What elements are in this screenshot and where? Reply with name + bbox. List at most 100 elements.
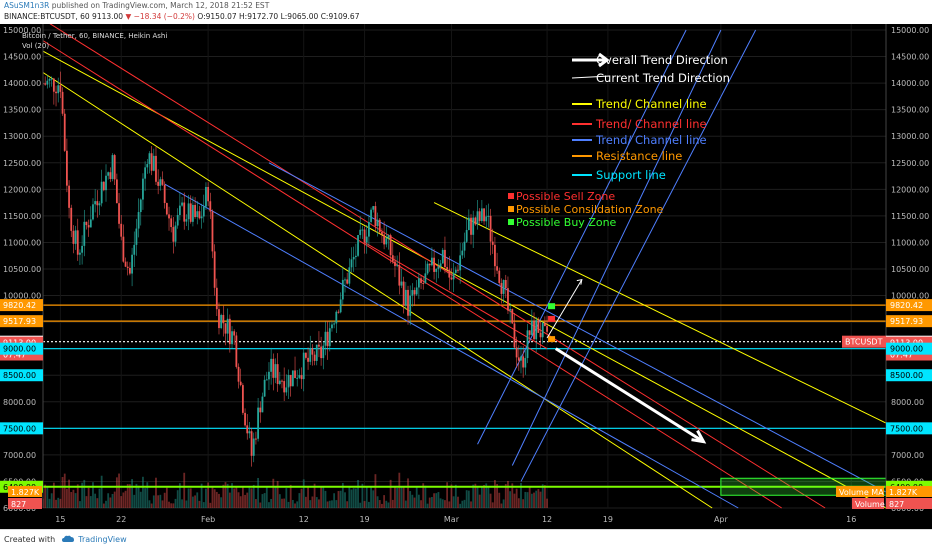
candle-body [72,230,75,244]
volume-bar [207,482,210,508]
volume-bar [135,483,138,508]
candle-body [480,208,483,221]
candle-body [387,235,390,239]
candle-body [324,331,327,346]
candle-body [517,357,520,361]
candle-body [163,184,166,204]
volume-bar [522,499,525,508]
volume-bar [431,497,433,508]
candle-body [435,268,438,272]
price-label-bg [886,342,932,355]
candle-body [335,311,338,324]
volume-bar [489,493,492,508]
candle-body [115,179,118,204]
volume-bar [372,490,375,508]
volume-bar [44,484,47,508]
candle-body [129,267,131,274]
price-candles [42,71,548,467]
volume-bar [129,484,131,508]
candle-body [407,289,409,316]
candle-body [113,155,116,180]
candle-body [176,215,179,226]
volume-bar [365,486,368,508]
candle-body [131,254,133,274]
legend-label: Trend/ Channel line [595,133,707,147]
volume-tag-bg [8,498,42,509]
candle-body [255,438,257,440]
candle-body [394,261,396,267]
candle-body [511,309,514,324]
tradingview-brand[interactable]: TradingView [78,535,127,544]
candle-body [155,155,157,182]
legend-arrow [571,75,611,79]
volume-bar [424,485,427,508]
volume-bar [480,487,483,508]
zone-label: Possible Buy Zone [516,216,617,229]
volume-bar [370,486,372,508]
candle-body [122,236,125,262]
candle-body [185,219,188,222]
candle-body [205,186,207,207]
candle-body [543,322,546,327]
volume-bar [57,497,60,508]
volume-bar [376,496,379,508]
volume-bar [255,499,257,508]
volume-bar [118,473,120,508]
candle-body [526,330,529,359]
candle-body [417,278,420,288]
candle-body [192,204,194,222]
volume-bar [257,477,259,508]
candle-body [539,332,542,338]
candle-body [504,279,507,289]
volume-bar [400,487,403,508]
volume-bar [318,499,320,508]
candle-body [433,257,435,272]
volume-bar [115,477,118,508]
volume-bar [155,477,157,508]
legend-label: Resistance line [596,149,682,163]
volume-bar [324,490,327,508]
chart-area[interactable]: Overall Trend Direction Current Trend Dir… [0,24,932,529]
y-tick-label-left: 13500.00 [3,106,41,115]
candle-body [209,201,212,212]
candle-body [181,202,183,206]
price-label-bg [886,315,932,328]
legend-label: Trend/ Channel line [595,97,707,111]
candle-body [500,283,503,294]
trend-channel-line [433,202,887,424]
candle-body [94,201,97,205]
volume-bar [450,484,453,508]
volume-bar [278,494,281,508]
candle-body [374,206,377,226]
volume-tag: 827 [11,500,26,509]
volume-bar [502,499,505,508]
volume-bar [235,486,238,508]
author-link[interactable]: ASuSM1n3R [4,1,50,10]
volume-bar [383,495,386,508]
volume-bar [543,485,546,508]
volume-bar [361,483,364,508]
candle-body [357,235,359,256]
price-label-right: 9820.42 [890,301,923,310]
candle-body [79,252,81,255]
volume-bar [241,486,244,508]
volume-bar [126,484,129,508]
x-tick-label: Feb [201,515,215,524]
volume-bar [359,502,362,508]
volume-bar [261,494,264,508]
candle-body [376,219,379,226]
volume-bar [309,500,312,508]
volume-bar [411,494,414,508]
volume-bar [472,484,475,508]
volume-bar [307,487,309,508]
candle-body [452,272,455,280]
volume-bar [107,493,110,508]
candle-body [528,330,531,335]
volume-bar [498,492,501,508]
volume-bar [448,501,451,508]
candle-body [111,155,114,180]
volume-bar [48,498,51,508]
x-tick-label: 12 [299,515,309,524]
candle-body [487,215,490,217]
volume-bar [515,488,518,508]
